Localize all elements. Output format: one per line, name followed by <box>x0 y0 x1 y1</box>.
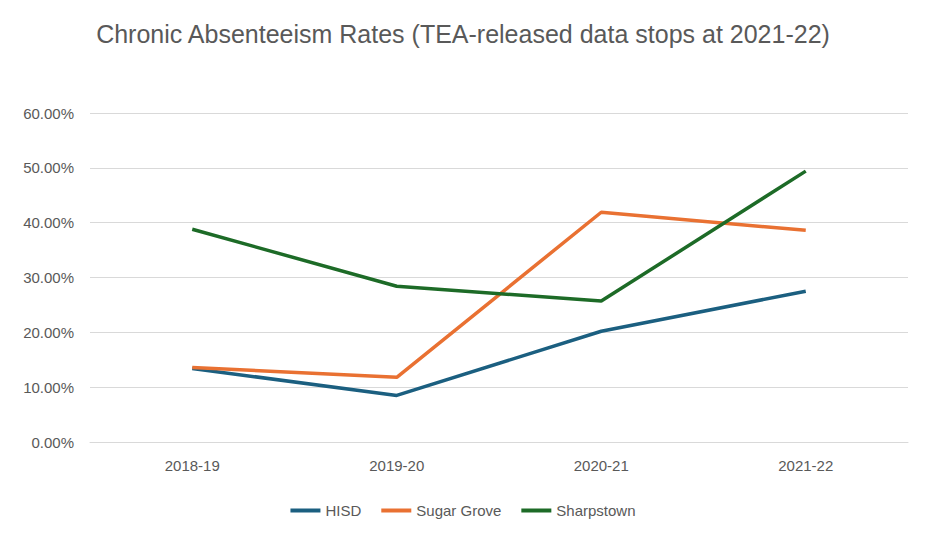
svg-text:60.00%: 60.00% <box>23 105 74 122</box>
svg-text:Chronic Absenteeism Rates (TEA: Chronic Absenteeism Rates (TEA-released … <box>96 20 830 48</box>
svg-text:10.00%: 10.00% <box>23 379 74 396</box>
svg-text:2018-19: 2018-19 <box>165 457 220 474</box>
svg-text:HISD: HISD <box>325 502 361 519</box>
svg-text:2020-21: 2020-21 <box>574 457 629 474</box>
svg-text:Sharpstown: Sharpstown <box>556 502 635 519</box>
svg-text:50.00%: 50.00% <box>23 159 74 176</box>
svg-text:0.00%: 0.00% <box>31 434 74 451</box>
svg-text:40.00%: 40.00% <box>23 214 74 231</box>
svg-text:Sugar Grove: Sugar Grove <box>416 502 501 519</box>
svg-text:30.00%: 30.00% <box>23 269 74 286</box>
svg-text:2019-20: 2019-20 <box>369 457 424 474</box>
svg-text:20.00%: 20.00% <box>23 324 74 341</box>
svg-text:2021-22: 2021-22 <box>778 457 833 474</box>
